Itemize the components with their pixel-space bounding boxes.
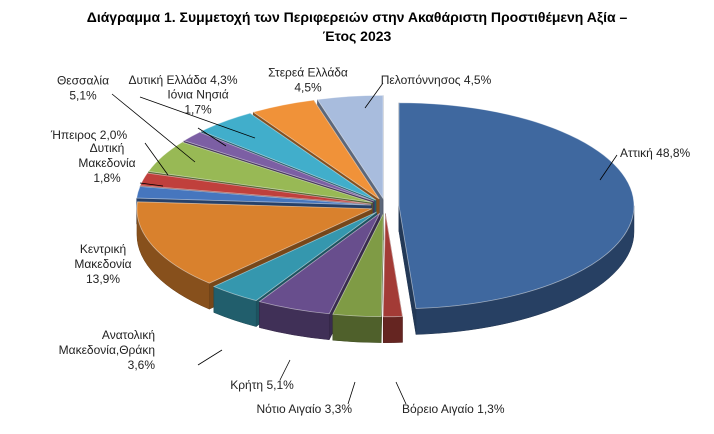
data-label-line: 5,1% [69,89,97,103]
leader-line [111,93,196,163]
leader-line [364,82,384,109]
slice-ιόνια-νησιά [182,131,375,202]
leader-line [139,96,256,139]
data-label-line: Βόρειο Αιγαίο 1,3% [402,402,505,416]
slice-αττική [398,102,635,309]
data-label: Ιόνια Νησιά 1,7% [167,88,228,117]
data-label-line: Θεσσαλία [57,74,109,88]
slice-ήπειρος [139,172,372,205]
chart-title-line-1: Διάγραμμα 1. Συμμετοχή των Περιφερειών σ… [86,9,628,25]
data-label-line: Πελοπόννησος 4,5% [381,73,492,87]
data-label-line: Νότιο Αιγαίο 3,3% [256,402,352,416]
leader-line [395,381,407,405]
data-label-line: Μακεδονία [78,156,135,170]
slice-νότιο-αιγαίο [332,213,384,318]
data-label-line: 4,5% [294,81,322,95]
data-label: Αττική 48,8% [620,146,691,160]
data-label-line: 1,8% [93,171,121,185]
data-label: Στερεά Ελλάδα 4,5% [268,66,348,95]
slice-πελοπόννησος [316,94,384,200]
slice-βόρειο-αιγαίο [382,213,403,318]
slice-side [332,313,382,343]
slice-δυτική-ελλάδα [200,112,377,201]
slice-κρήτη [258,212,381,315]
pie-labels: Αττική 48,8% Βόρειο Αιγαίο 1,3% Νότιο Αιγα… [50,66,691,417]
data-label-line: 13,9% [86,272,120,286]
data-label-line: Μακεδονία,Θράκη [59,343,155,357]
data-label: Βόρειο Αιγαίο 1,3% [402,402,505,416]
leader-line [279,359,291,381]
data-label: Θεσσαλία 5,1% [57,74,109,103]
slice-κεντρική-μακεδονία [136,201,373,284]
data-label-line: Ιόνια Νησιά [167,88,228,102]
data-label: Ήπειρος 2,0% [50,128,128,142]
data-label-line: Ανατολική [102,328,155,342]
data-label: Δυτική Ελλάδα 4,3% [128,73,237,87]
leader-line [599,154,618,181]
leader-line [139,182,164,187]
data-label-line: Αττική 48,8% [620,146,691,160]
slice-side [382,316,403,343]
slice-ανατολική-μακεδονία-θράκη [212,211,377,302]
data-label-line: 1,7% [184,103,212,117]
leader-line [347,381,356,405]
data-label-line: Στερεά Ελλάδα [268,66,348,80]
data-label-line: Δυτική [90,141,125,155]
data-label: Δυτική Μακεδονία 1,8% [78,141,135,185]
data-label-line: Ήπειρος 2,0% [50,128,128,142]
leader-line [144,142,169,176]
data-label-line: Κεντρική [80,242,126,256]
data-label-line: 3,6% [128,358,156,372]
slice-θεσσαλία [147,141,373,203]
pie-tops [136,94,635,318]
data-label: Νότιο Αιγαίο 3,3% [256,402,352,416]
data-label: Κρήτη 5,1% [230,378,294,392]
slice-στερεά-ελλάδα [252,99,380,200]
leader-line [197,127,227,147]
data-label: Ανατολική Μακεδονία,Θράκη 3,6% [59,328,156,372]
slice-δυτική-μακεδονία [136,186,372,206]
chart-title: Διάγραμμα 1. Συμμετοχή των Περιφερειών σ… [0,8,714,46]
data-label: Κεντρική Μακεδονία 13,9% [74,242,131,286]
leader-line [197,349,223,366]
chart-title-line-2: Έτος 2023 [322,28,392,44]
data-label-line: Μακεδονία [74,257,131,271]
data-label-line: Δυτική Ελλάδα 4,3% [128,73,237,87]
data-label-line: Κρήτη 5,1% [230,378,294,392]
data-label: Πελοπόννησος 4,5% [381,73,492,87]
